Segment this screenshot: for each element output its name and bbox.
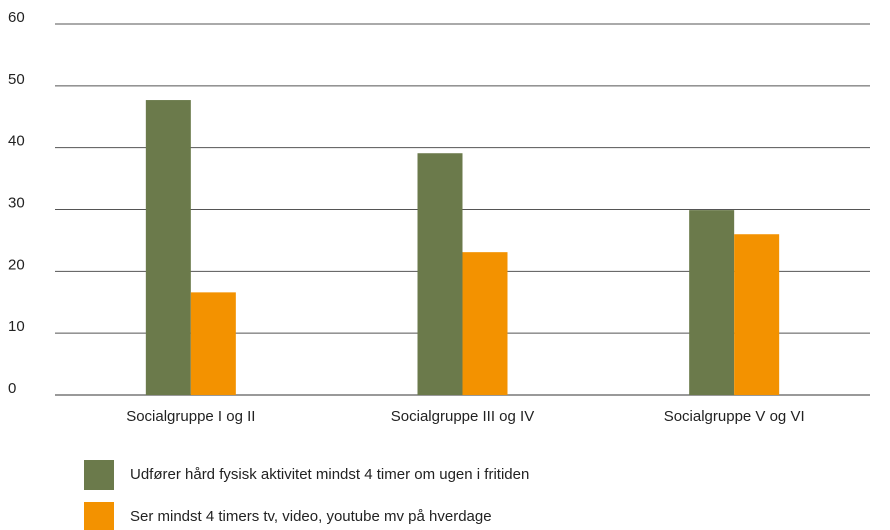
legend-label: Ser mindst 4 timers tv, video, youtube m… <box>130 508 492 525</box>
x-tick-label: Socialgruppe I og II <box>126 408 255 425</box>
legend-swatch <box>84 502 114 530</box>
legend-swatch <box>84 460 114 490</box>
y-tick-label: 10 <box>8 318 25 335</box>
bar <box>462 252 508 395</box>
y-tick-label: 40 <box>8 133 25 150</box>
legend-label: Udfører hård fysisk aktivitet mindst 4 t… <box>130 466 529 483</box>
y-tick-label: 50 <box>8 71 25 88</box>
y-tick-label: 60 <box>8 9 25 26</box>
bar <box>417 153 463 395</box>
bar <box>689 210 735 395</box>
bar <box>734 234 780 395</box>
bar <box>190 292 236 395</box>
x-tick-label: Socialgruppe V og VI <box>664 408 805 425</box>
bar <box>145 100 191 396</box>
y-tick-label: 0 <box>8 380 16 397</box>
x-tick-label: Socialgruppe III og IV <box>391 408 534 425</box>
y-tick-label: 30 <box>8 194 25 211</box>
y-tick-label: 20 <box>8 256 25 273</box>
